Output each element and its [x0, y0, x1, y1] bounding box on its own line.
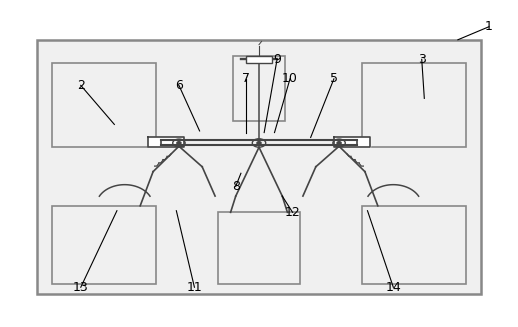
Text: 14: 14 — [385, 281, 401, 294]
Text: 13: 13 — [73, 281, 89, 294]
Text: 5: 5 — [330, 72, 338, 85]
Circle shape — [177, 142, 181, 144]
Circle shape — [257, 142, 261, 144]
Text: 11: 11 — [186, 281, 203, 294]
Polygon shape — [334, 137, 370, 147]
Text: 3: 3 — [418, 53, 426, 66]
Bar — [218, 212, 300, 284]
Bar — [246, 56, 272, 63]
Text: 7: 7 — [242, 72, 250, 85]
Bar — [362, 206, 466, 284]
Circle shape — [337, 142, 341, 144]
Text: 12: 12 — [285, 206, 300, 219]
Bar — [362, 62, 466, 147]
Text: 6: 6 — [175, 79, 183, 92]
Bar — [52, 62, 156, 147]
Text: 1: 1 — [485, 20, 493, 33]
Text: 9: 9 — [273, 53, 281, 66]
Text: 2: 2 — [77, 79, 85, 92]
Text: 8: 8 — [232, 180, 240, 193]
Bar — [37, 40, 481, 294]
Bar — [233, 56, 285, 121]
Text: 10: 10 — [282, 72, 298, 85]
Polygon shape — [148, 137, 184, 147]
Bar — [52, 206, 156, 284]
